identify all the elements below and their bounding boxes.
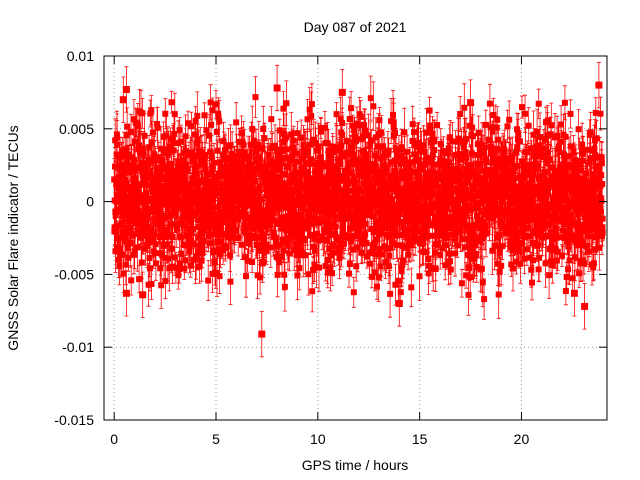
x-tick-label: 20 [514,431,530,447]
data-point [595,81,603,89]
x-axis-label: GPS time / hours [302,457,409,473]
y-tick-label: -0.015 [54,412,94,428]
y-tick-label: -0.005 [54,266,94,282]
data-point [338,88,346,96]
data-point [395,300,403,307]
data-point [570,289,578,297]
y-axis-label: GNSS Solar Flare indicator / TECUs [5,125,21,350]
y-tick-label: 0 [86,194,94,210]
data-point [273,84,281,92]
axis-ticks: -0.015 -0.01 -0.005 0 0.005 0.01 0 5 10 15 20 [54,48,607,447]
data-series [111,62,606,358]
x-tick-label: 15 [412,431,428,447]
data-point [119,96,127,104]
y-tick-label: 0.01 [67,48,94,64]
x-tick-label: 10 [310,431,326,447]
x-tick-label: 5 [212,431,220,447]
data-point [122,289,130,297]
x-tick-label: 0 [110,431,118,447]
y-tick-label: -0.01 [62,339,94,355]
chart-title: Day 087 of 2021 [304,19,407,35]
y-tick-label: 0.005 [59,121,94,137]
data-point [122,86,130,93]
plot-frame [103,55,608,421]
data-point [139,291,147,299]
data-point [467,99,475,107]
data-point [258,330,266,338]
data-point-markers [111,82,606,338]
data-point [581,302,589,310]
